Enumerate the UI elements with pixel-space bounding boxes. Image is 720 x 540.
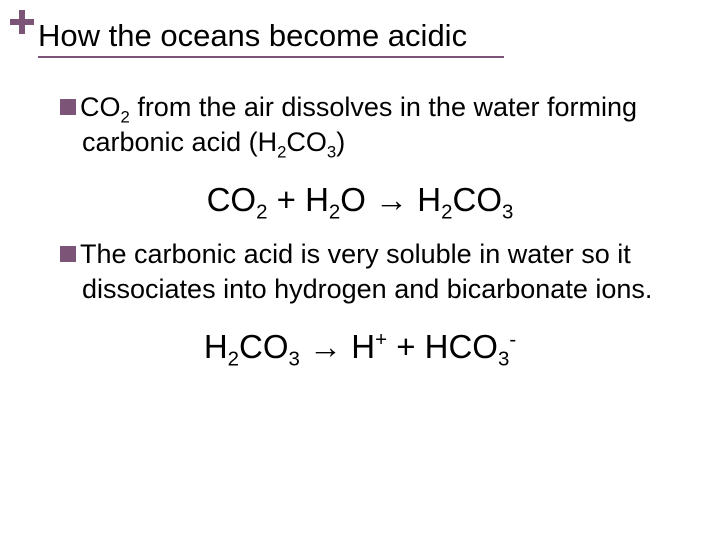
bullet-text-end: ) [336, 127, 345, 157]
eq-sub: 2 [441, 201, 452, 224]
bullet-item: The carbonic acid is very soluble in wat… [40, 237, 680, 306]
eq-sub: 2 [228, 348, 239, 371]
formula-mid: CO [286, 127, 327, 157]
bullet-lead: CO [80, 92, 121, 122]
eq-part [300, 328, 309, 365]
arrow-icon: → [309, 328, 342, 365]
eq-sub: 3 [289, 348, 300, 371]
equation: H2CO3 → H+ + HCO3- [40, 328, 680, 366]
eq-part: + H [267, 181, 328, 218]
eq-part: O [340, 181, 375, 218]
bullet-square-icon [60, 246, 76, 262]
arrow-icon: → [375, 181, 408, 218]
slide-content: CO2 from the air dissolves in the water … [40, 80, 680, 540]
eq-part: CO [239, 328, 289, 365]
eq-sub: 2 [329, 201, 340, 224]
eq-sup: - [509, 328, 516, 351]
bullet-item: CO2 from the air dissolves in the water … [40, 90, 680, 159]
slide-title: How the oceans become acidic [38, 18, 467, 54]
bullet-square-icon [60, 99, 76, 115]
eq-sub: 3 [502, 201, 513, 224]
bullet-lead: The [80, 239, 127, 269]
eq-sub: 3 [498, 348, 509, 371]
title-underline [38, 56, 504, 58]
eq-part: CO [453, 181, 503, 218]
eq-part: H [408, 181, 441, 218]
equation: CO2 + H2O → H2CO3 [40, 181, 680, 219]
plus-icon [10, 10, 34, 34]
eq-part: + HCO [387, 328, 498, 365]
eq-part: CO [207, 181, 257, 218]
bullet-lead-sub: 2 [121, 107, 130, 126]
bullet-text: from the air dissolves in the water form… [82, 92, 637, 157]
formula-sub: 2 [277, 142, 286, 161]
eq-sup: + [375, 328, 387, 351]
formula-sub: 3 [327, 142, 336, 161]
eq-part: H [342, 328, 375, 365]
eq-part: H [204, 328, 228, 365]
bullet-text: carbonic acid is very soluble in water s… [82, 239, 652, 304]
eq-sub: 2 [256, 201, 267, 224]
